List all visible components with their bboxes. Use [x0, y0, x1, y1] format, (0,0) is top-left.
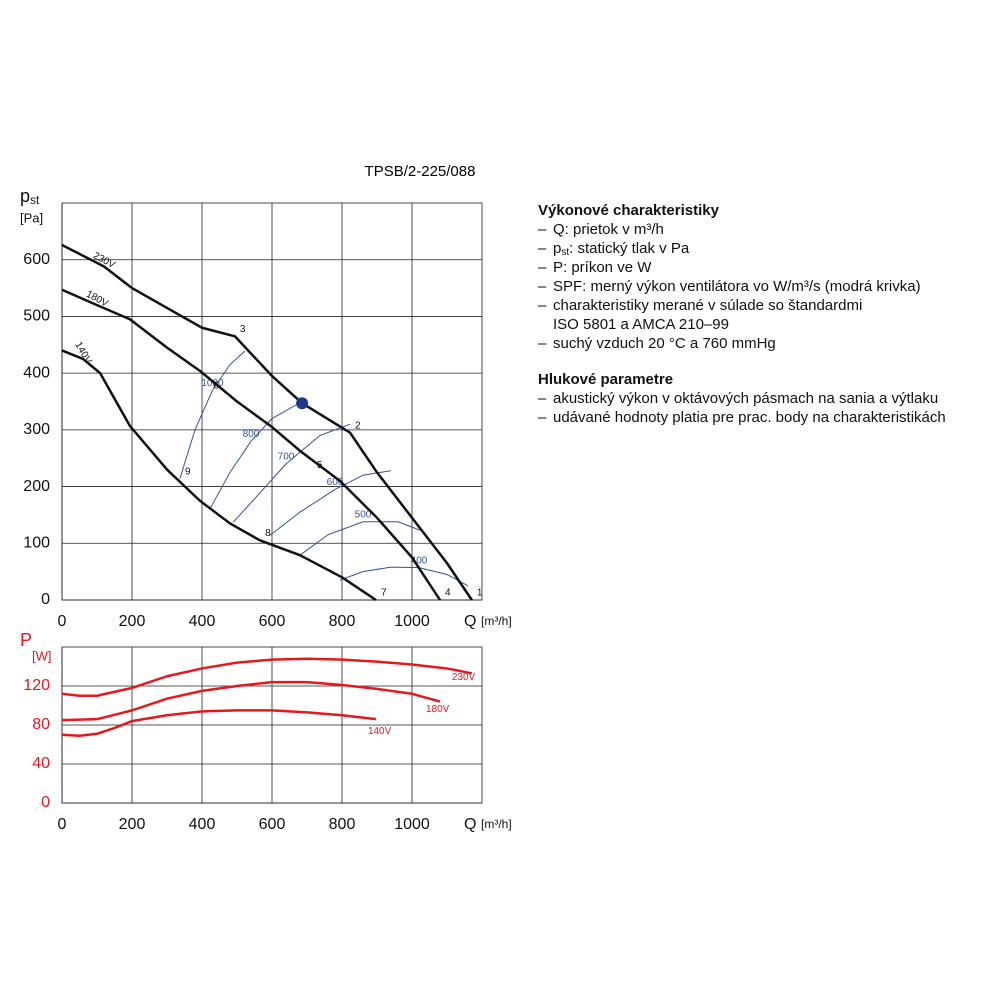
note-sub: st — [561, 247, 569, 258]
note-item: ISO 5801 a AMCA 210–99 — [553, 316, 729, 333]
spf-isoline — [232, 423, 351, 523]
note-text: : statický tlak v Pa — [569, 240, 690, 257]
point-label: 9 — [185, 466, 191, 477]
notes-heading: Výkonové charakteristiky — [538, 202, 720, 219]
x-tick-label: 1000 — [394, 613, 430, 630]
bullet-dash: – — [538, 297, 547, 314]
note-item: charakteristiky merané v súlade so štand… — [553, 297, 862, 314]
characteristic-curve — [61, 288, 442, 601]
y-tick-label: 40 — [32, 755, 50, 772]
isoline-label: 600 — [327, 477, 344, 488]
isoline-label: 400 — [411, 555, 428, 566]
y-tick-label: 0 — [41, 591, 50, 608]
note-main: p — [553, 240, 561, 257]
x-tick-label: 0 — [58, 816, 67, 833]
notes-heading: Hlukové parametre — [538, 371, 673, 388]
isoline-label: 800 — [243, 429, 260, 440]
x-axis-unit: [m³/h] — [481, 817, 512, 831]
y-axis-label-sub: st — [30, 193, 40, 207]
y-axis-label-main: P — [20, 630, 32, 650]
x-tick-label: 600 — [259, 613, 286, 630]
note-item: Q: prietok v m³/h — [553, 221, 664, 238]
x-tick-label: 400 — [189, 613, 216, 630]
y-tick-label: 100 — [23, 535, 50, 552]
characteristic-curve — [61, 243, 473, 601]
bullet-dash: – — [538, 240, 547, 257]
point-label: 4 — [445, 588, 451, 599]
bullet-dash: – — [538, 278, 547, 295]
y-tick-label: 80 — [32, 716, 50, 733]
note-item: P: príkon ve W — [553, 259, 652, 276]
bullet-dash: – — [538, 221, 547, 238]
y-axis-unit: [W] — [32, 648, 52, 663]
y-axis-label: P — [20, 630, 32, 650]
bullet-dash: – — [538, 335, 547, 352]
y-tick-label: 200 — [23, 478, 50, 495]
x-axis-unit: [m³/h] — [481, 614, 512, 628]
point-label: 5 — [317, 460, 323, 471]
note-item: pst: statický tlak v Pa — [553, 240, 690, 258]
characteristic-curve — [61, 680, 441, 722]
spf-isoline — [269, 470, 392, 536]
series-label: 180V — [426, 704, 450, 715]
series-label: 180V — [84, 289, 110, 310]
series-label: 140V — [72, 340, 93, 366]
series-label: 140V — [368, 726, 392, 737]
y-tick-label: 0 — [41, 794, 50, 811]
x-tick-label: 200 — [119, 613, 146, 630]
isoline-label: 700 — [278, 452, 295, 463]
point-label: 1 — [477, 588, 483, 599]
y-tick-label: 600 — [23, 251, 50, 268]
point-label: 6 — [213, 381, 219, 392]
x-axis-label: Q — [464, 613, 476, 630]
bullet-dash: – — [538, 259, 547, 276]
y-tick-label: 500 — [23, 308, 50, 325]
spf-isoline — [209, 401, 303, 509]
x-tick-label: 800 — [329, 816, 356, 833]
y-axis-label: pst — [20, 186, 40, 207]
operating-point — [296, 397, 309, 410]
point-label: 8 — [265, 528, 271, 539]
point-label: 7 — [381, 588, 387, 599]
characteristic-curve — [61, 349, 377, 602]
x-tick-label: 400 — [189, 816, 216, 833]
x-tick-label: 800 — [329, 613, 356, 630]
bullet-dash: – — [538, 409, 547, 426]
y-axis-label-main: p — [20, 186, 30, 206]
note-item: suchý vzduch 20 °C a 760 mmHg — [553, 335, 776, 352]
x-tick-label: 1000 — [394, 816, 430, 833]
model-title: TPSB/2-225/088 — [365, 163, 476, 180]
point-label: 3 — [240, 324, 246, 335]
x-tick-label: 0 — [58, 613, 67, 630]
y-tick-label: 300 — [23, 421, 50, 438]
note-item: SPF: merný výkon ventilátora vo W/m³/s (… — [553, 278, 921, 295]
series-label: 230V — [452, 672, 476, 683]
y-tick-label: 400 — [23, 364, 50, 381]
y-axis-unit: [Pa] — [20, 210, 43, 225]
characteristic-curve — [61, 657, 473, 697]
spf-isoline — [179, 350, 246, 479]
spf-isoline — [299, 521, 421, 556]
x-axis-label: Q — [464, 816, 476, 833]
note-item: udávané hodnoty platia pre prac. body na… — [553, 409, 946, 426]
y-tick-label: 120 — [23, 677, 50, 694]
x-tick-label: 600 — [259, 816, 286, 833]
spf-isoline — [339, 566, 469, 587]
bullet-dash: – — [538, 390, 547, 407]
point-label: 2 — [355, 420, 361, 431]
note-item: akustický výkon v oktávových pásmach na … — [553, 390, 938, 407]
x-tick-label: 200 — [119, 816, 146, 833]
isoline-label: 1000 — [201, 378, 224, 389]
characteristic-curve — [61, 709, 377, 737]
isoline-label: 500 — [355, 509, 372, 520]
